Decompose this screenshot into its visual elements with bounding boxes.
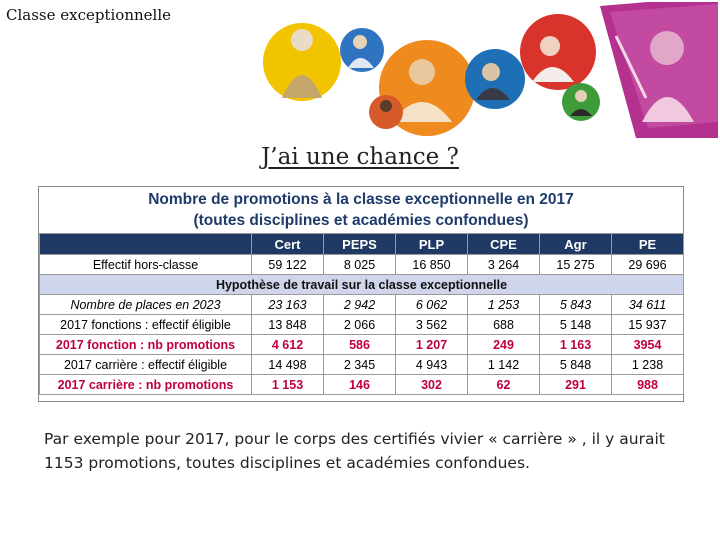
row-label: 2017 carrière : effectif éligible <box>39 354 252 375</box>
table-cell: 23 163 <box>251 294 324 315</box>
table-cell: 291 <box>539 374 612 395</box>
table-cell: 14 498 <box>251 354 324 375</box>
table-cell: 3 562 <box>395 314 468 335</box>
row-label: Nombre de places en 2023 <box>39 294 252 315</box>
table-cell: 1 253 <box>467 294 540 315</box>
row-label: 2017 fonction : nb promotions <box>39 334 252 355</box>
table-cell: 62 <box>467 374 540 395</box>
header-cell: CPE <box>467 233 540 255</box>
table-cell: 15 275 <box>539 254 612 275</box>
table-cell: 6 062 <box>395 294 468 315</box>
table-cell: 5 848 <box>539 354 612 375</box>
table-cell: 5 148 <box>539 314 612 335</box>
table-row: 2017 carrière : nb promotions 1 153 146 … <box>39 374 684 395</box>
slide-subtitle: J’ai une chance ? <box>261 144 459 170</box>
table-cell: 15 937 <box>611 314 684 335</box>
header-cell: PE <box>611 233 684 255</box>
table-cell: 1 207 <box>395 334 468 355</box>
table-row: 2017 carrière : effectif éligible 14 498… <box>39 354 684 375</box>
table-cell: 1 142 <box>467 354 540 375</box>
table-header-row: Cert PEPS PLP CPE Agr PE <box>39 233 684 255</box>
table-cell: 249 <box>467 334 540 355</box>
table-cell: 5 843 <box>539 294 612 315</box>
table-cell: 586 <box>323 334 396 355</box>
table-cell: 4 943 <box>395 354 468 375</box>
table-cell: 3 264 <box>467 254 540 275</box>
table-cell: 3954 <box>611 334 684 355</box>
row-label: Effectif hors-classe <box>39 254 252 275</box>
header-cell <box>39 233 252 255</box>
table-cell: 1 238 <box>611 354 684 375</box>
table-cell: 13 848 <box>251 314 324 335</box>
row-label: 2017 carrière : nb promotions <box>39 374 252 395</box>
table-cell: 8 025 <box>323 254 396 275</box>
table-row: Nombre de places en 2023 23 163 2 942 6 … <box>39 294 684 315</box>
table-cell: 988 <box>611 374 684 395</box>
table-cell: 2 942 <box>323 294 396 315</box>
table-cell: 29 696 <box>611 254 684 275</box>
slide-title: Classe exceptionnelle <box>6 6 171 24</box>
table-cell: 2 345 <box>323 354 396 375</box>
header-cell: PEPS <box>323 233 396 255</box>
table-section-row: Hypothèse de travail sur la classe excep… <box>39 274 684 295</box>
header-cell: Cert <box>251 233 324 255</box>
table-cell: 146 <box>323 374 396 395</box>
promotions-table: Cert PEPS PLP CPE Agr PE Effectif hors-c… <box>39 233 684 395</box>
table-cell: 688 <box>467 314 540 335</box>
table-cell: 1 153 <box>251 374 324 395</box>
table-title: Nombre de promotions à la classe excepti… <box>39 187 683 233</box>
photo-banner-image <box>263 2 718 138</box>
table-row: Effectif hors-classe 59 122 8 025 16 850… <box>39 254 684 275</box>
table-cell: 4 612 <box>251 334 324 355</box>
table-cell: 2 066 <box>323 314 396 335</box>
table-row: 2017 fonctions : effectif éligible 13 84… <box>39 314 684 335</box>
table-cell: 1 163 <box>539 334 612 355</box>
body-paragraph: Par exemple pour 2017, pour le corps des… <box>44 430 665 472</box>
table-cell: 59 122 <box>251 254 324 275</box>
table-cell: 302 <box>395 374 468 395</box>
header-cell: Agr <box>539 233 612 255</box>
section-label: Hypothèse de travail sur la classe excep… <box>39 274 684 295</box>
table-cell: 34 611 <box>611 294 684 315</box>
table-title-line1: Nombre de promotions à la classe excepti… <box>148 191 574 208</box>
table-row: 2017 fonction : nb promotions 4 612 586 … <box>39 334 684 355</box>
header-cell: PLP <box>395 233 468 255</box>
table-title-line2: (toutes disciplines et académies confond… <box>193 212 529 229</box>
row-label: 2017 fonctions : effectif éligible <box>39 314 252 335</box>
promotions-table-figure: Nombre de promotions à la classe excepti… <box>38 186 684 402</box>
table-cell: 16 850 <box>395 254 468 275</box>
